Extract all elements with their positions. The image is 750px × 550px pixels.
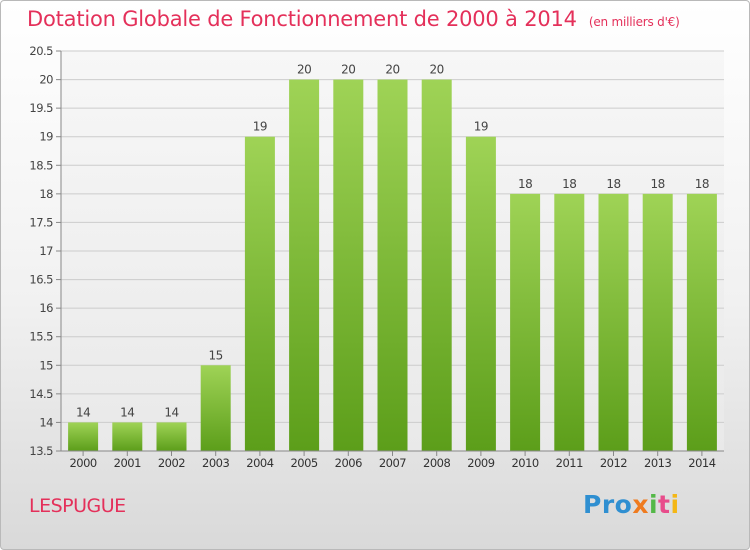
bar: [244, 136, 275, 451]
y-tick-label: 15.5: [29, 330, 53, 344]
data-label: 15: [209, 348, 223, 362]
bar: [554, 193, 585, 451]
x-tick-label: 2009: [467, 456, 494, 470]
data-label: 20: [341, 63, 355, 77]
bar: [642, 193, 673, 451]
label-layer: 14 14 14 15 19 20 20 20 20 19 18 18 18 18 18: [76, 63, 710, 420]
y-tick-label: 19.5: [29, 101, 53, 115]
y-tick-label: 19: [39, 130, 53, 144]
y-tick-label: 13.5: [29, 444, 53, 458]
x-tick-label: 2005: [290, 456, 317, 470]
data-label: 19: [474, 120, 488, 134]
bar: [686, 193, 717, 451]
x-tick-label: 2006: [335, 456, 362, 470]
logo-part: x: [632, 490, 649, 519]
commune-name: LESPUGUE: [29, 495, 126, 517]
bar: [333, 79, 364, 452]
data-label: 18: [606, 177, 620, 191]
y-tick-label: 14.5: [29, 387, 53, 401]
bar-layer: [68, 79, 717, 452]
bar: [68, 422, 99, 451]
bar: [200, 365, 231, 451]
y-tick-label: 16.5: [29, 273, 53, 287]
axis-layer: 13.5 14 14.5 15 15.5 16 16.5 17 17.5 18 18.5 19 19.5…: [29, 44, 724, 470]
bar: [377, 79, 408, 452]
data-label: 19: [253, 120, 267, 134]
x-tick-label: 2008: [423, 456, 450, 470]
x-tick-label: 2007: [379, 456, 406, 470]
y-tick-label: 20: [39, 73, 53, 87]
x-tick-label: 2010: [511, 456, 538, 470]
y-tick-label: 18: [39, 187, 53, 201]
data-label: 14: [120, 405, 134, 419]
data-label: 20: [385, 63, 399, 77]
x-tick-label: 2003: [202, 456, 229, 470]
bar: [112, 422, 143, 451]
y-tick-label: 15: [39, 358, 53, 372]
logo-part: i: [648, 490, 659, 519]
data-label: 18: [562, 177, 576, 191]
y-tick-label: 16: [39, 301, 53, 315]
data-label: 20: [297, 63, 311, 77]
bar: [289, 79, 320, 452]
bar: [598, 193, 629, 451]
x-tick-label: 2011: [556, 456, 583, 470]
x-tick-label: 2002: [158, 456, 185, 470]
data-label: 14: [76, 405, 90, 419]
data-label: 18: [518, 177, 532, 191]
x-tick-label: 2004: [246, 456, 273, 470]
bar: [421, 79, 452, 452]
data-label: 18: [695, 177, 709, 191]
y-tick-label: 20.5: [29, 44, 53, 58]
x-tick-label: 2013: [644, 456, 671, 470]
y-tick-label: 14: [39, 415, 53, 429]
chart-unit: (en milliers d'€): [588, 15, 680, 29]
bar: [465, 136, 496, 451]
logo-part: i: [670, 490, 680, 519]
x-tick-label: 2000: [69, 456, 96, 470]
data-label: 20: [430, 63, 444, 77]
y-tick-label: 18.5: [29, 158, 53, 172]
y-tick-label: 17.5: [29, 215, 53, 229]
data-label: 18: [651, 177, 665, 191]
bar: [510, 193, 541, 451]
bar: [156, 422, 187, 451]
chart-title: Dotation Globale de Fonctionnement de 20…: [27, 7, 680, 31]
chart-title-text: Dotation Globale de Fonctionnement de 20…: [27, 7, 577, 31]
x-tick-label: 2001: [114, 456, 141, 470]
logo-part: t: [658, 490, 671, 519]
data-label: 14: [164, 405, 178, 419]
x-tick-label: 2012: [600, 456, 627, 470]
x-tick-label: 2014: [688, 456, 715, 470]
logo-part: Pro: [583, 490, 633, 519]
y-tick-label: 17: [39, 244, 53, 258]
proxiti-logo: Proxiti: [583, 490, 680, 519]
